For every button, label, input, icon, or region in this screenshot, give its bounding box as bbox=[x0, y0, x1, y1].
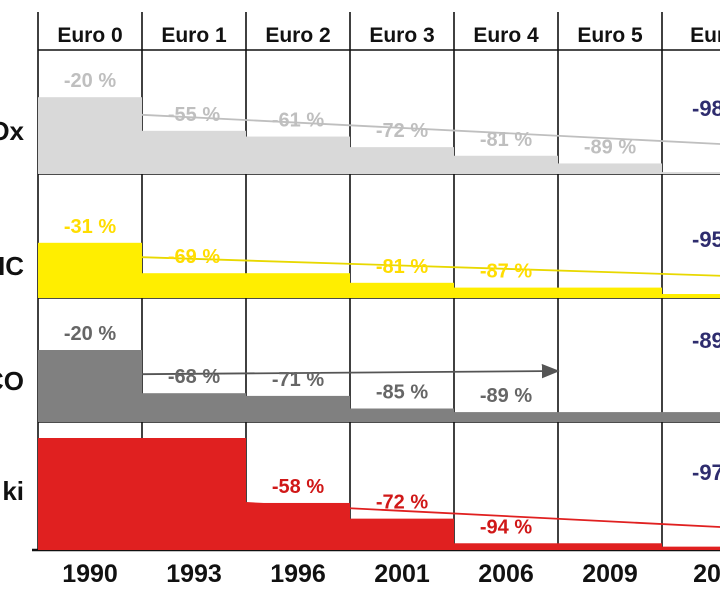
column-header-2: Euro 2 bbox=[265, 24, 330, 47]
bar-HC-2009 bbox=[558, 287, 662, 298]
column-header-3: Euro 3 bbox=[369, 24, 434, 47]
bar-HC-201 bbox=[662, 294, 720, 298]
trend-line-Ox bbox=[141, 113, 720, 145]
bar-ki-1996 bbox=[246, 502, 350, 550]
data-label-Ox-1990: -20 % bbox=[64, 70, 116, 92]
data-label-HC-2001: -81 % bbox=[376, 256, 428, 278]
x-tick-label-1990: 1990 bbox=[62, 560, 118, 588]
bar-CO-1996 bbox=[246, 395, 350, 422]
bar-Ox-201 bbox=[662, 172, 720, 174]
data-label-Ox-1993: -55 % bbox=[168, 104, 220, 126]
bar-ki-2001 bbox=[350, 518, 454, 550]
x-tick-label-201: 201 bbox=[693, 560, 720, 588]
data-label-CO-2006: -89 % bbox=[480, 385, 532, 407]
bar-ki-2006 bbox=[454, 543, 558, 550]
bar-CO-1993 bbox=[142, 393, 246, 422]
bar-CO-1990 bbox=[38, 350, 142, 422]
bar-ki-1990 bbox=[38, 438, 142, 550]
bar-HC-1990 bbox=[38, 242, 142, 298]
column-header-0: Euro 0 bbox=[57, 24, 122, 47]
data-label-Ox-2009: -89 % bbox=[584, 136, 636, 158]
row-label-ki: ki bbox=[2, 476, 24, 506]
column-header-1: Euro 1 bbox=[161, 24, 227, 47]
column-header-5: Euro 5 bbox=[577, 24, 643, 47]
bar-HC-2006 bbox=[454, 287, 558, 298]
bar-Ox-2006 bbox=[454, 155, 558, 174]
x-tick-label-2001: 2001 bbox=[374, 560, 430, 588]
row-label-HC: HC bbox=[0, 251, 24, 281]
data-label-HC-1990: -31 % bbox=[64, 216, 116, 238]
x-tick-label-1993: 1993 bbox=[166, 560, 222, 588]
bar-Ox-2001 bbox=[350, 147, 454, 174]
data-label-CO-201: -89 bbox=[692, 328, 720, 353]
bar-Ox-1993 bbox=[142, 130, 246, 174]
x-tick-label-1996: 1996 bbox=[270, 560, 326, 588]
data-label-ki-1996: -58 % bbox=[272, 476, 324, 498]
bar-Ox-2009 bbox=[558, 163, 662, 174]
bar-Ox-1990 bbox=[38, 97, 142, 174]
bars-layer bbox=[38, 97, 720, 550]
x-tick-label-2009: 2009 bbox=[582, 560, 638, 588]
bar-CO-2006 bbox=[454, 412, 558, 422]
data-label-Ox-2006: -81 % bbox=[480, 129, 532, 151]
bar-ki-1993 bbox=[142, 438, 246, 550]
data-label-HC-201: -95 bbox=[692, 227, 720, 252]
bar-HC-1996 bbox=[246, 273, 350, 298]
bar-ki-2009 bbox=[558, 543, 662, 550]
row-label-CO: CO bbox=[0, 366, 24, 396]
column-header-6: Euro bbox=[690, 24, 720, 47]
bar-HC-1993 bbox=[142, 273, 246, 298]
data-label-CO-1996: -71 % bbox=[272, 369, 324, 391]
trend-lines-layer bbox=[141, 113, 720, 528]
data-label-CO-2001: -85 % bbox=[376, 382, 428, 404]
data-label-ki-201: -97 bbox=[692, 460, 720, 485]
data-label-ki-2001: -72 % bbox=[376, 492, 428, 514]
bar-CO-2001 bbox=[350, 408, 454, 422]
data-label-HC-2006: -87 % bbox=[480, 261, 532, 283]
bar-CO-2009 bbox=[558, 412, 662, 422]
data-label-CO-1993: -68 % bbox=[168, 366, 220, 388]
data-label-Ox-1996: -61 % bbox=[272, 110, 324, 132]
data-label-ki-2006: -94 % bbox=[480, 516, 532, 538]
data-label-HC-1993: -69 % bbox=[168, 246, 220, 268]
bar-HC-2001 bbox=[350, 282, 454, 298]
data-label-CO-1990: -20 % bbox=[64, 323, 116, 345]
bar-Ox-1996 bbox=[246, 136, 350, 174]
row-label-Ox: Ox bbox=[0, 116, 25, 146]
data-label-Ox-2001: -72 % bbox=[376, 120, 428, 142]
trend-line-ki bbox=[245, 502, 720, 528]
trend-line-CO bbox=[141, 363, 560, 379]
bar-CO-201 bbox=[662, 412, 720, 422]
x-tick-label-2006: 2006 bbox=[478, 560, 534, 588]
trend-line-HC bbox=[141, 256, 720, 277]
bar-ki-201 bbox=[662, 546, 720, 550]
labels-layer: Euro 0 Euro 1 Euro 2 Euro 3 Euro 4 Euro 5 Euro… bbox=[0, 24, 720, 588]
data-label-Ox-201: -98 bbox=[692, 96, 720, 121]
column-header-4: Euro 4 bbox=[473, 24, 539, 47]
